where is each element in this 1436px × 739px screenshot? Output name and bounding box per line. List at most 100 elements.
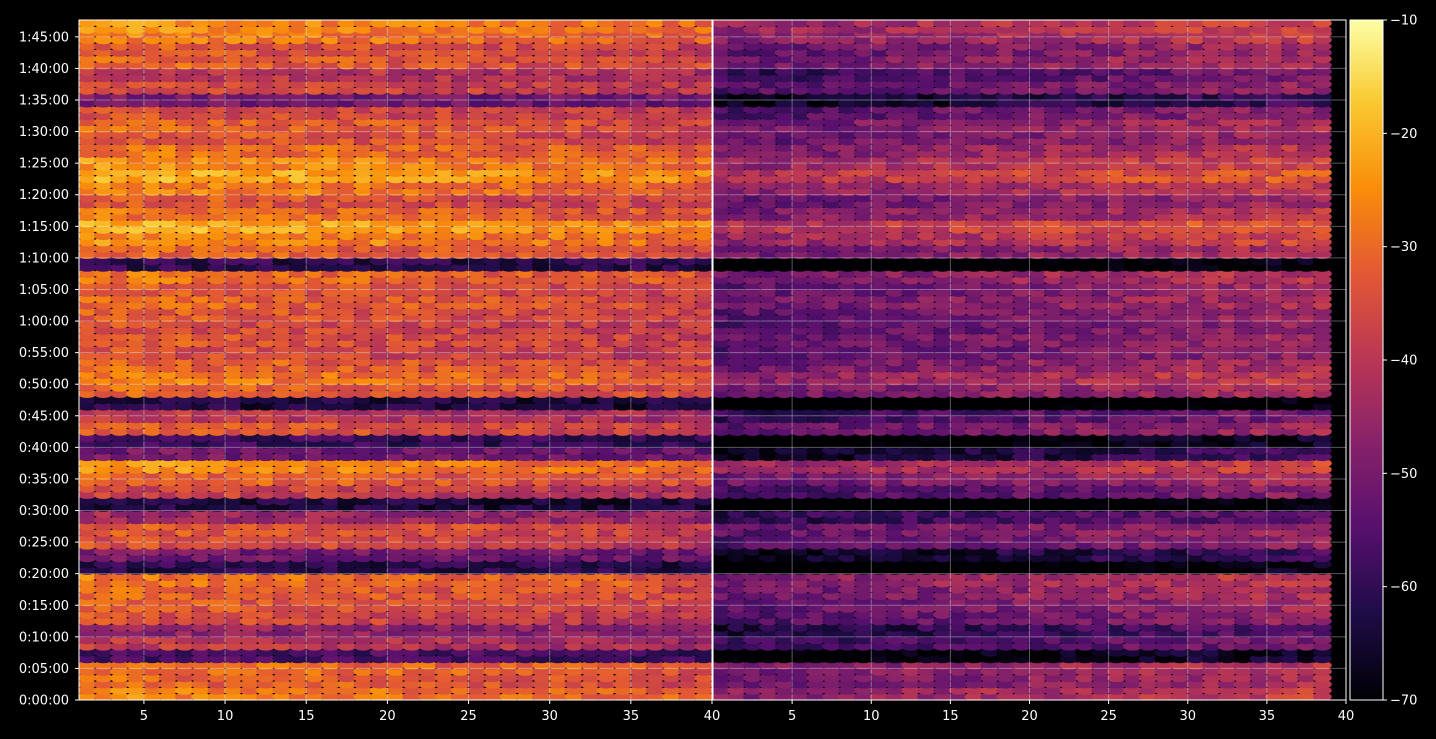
heatmap-cell (79, 534, 97, 544)
heatmap-cell (885, 604, 905, 613)
heatmap-cell (158, 20, 178, 28)
heatmap-cell (256, 566, 276, 575)
heatmap-cell (256, 421, 276, 430)
heatmap-cell (191, 484, 211, 493)
heatmap-cell (450, 117, 470, 127)
heatmap-cell (1138, 578, 1158, 588)
heatmap-cell (629, 376, 649, 386)
heatmap-cell (645, 212, 665, 222)
heatmap-cell (142, 528, 162, 537)
heatmap-cell (256, 92, 276, 102)
heatmap-cell (158, 25, 178, 34)
heatmap-cell (661, 661, 681, 670)
heatmap-cell (532, 616, 552, 626)
heatmap-cell (564, 105, 584, 114)
heatmap-cell (369, 667, 389, 676)
heatmap-cell (239, 408, 259, 417)
heatmap-cell (402, 231, 422, 241)
heatmap-cell (483, 168, 503, 177)
heatmap-cell (126, 79, 146, 89)
heatmap-cell (207, 86, 227, 95)
heatmap-cell (93, 623, 113, 632)
heatmap-cell (386, 686, 405, 695)
heatmap-cell (917, 604, 937, 613)
heatmap-cell (288, 541, 308, 550)
heatmap-cell (661, 402, 681, 411)
heatmap-cell (93, 433, 113, 443)
heatmap-cell (1122, 578, 1142, 588)
heatmap-cell (838, 686, 857, 695)
heatmap-cell (613, 193, 633, 203)
heatmap-cell (564, 199, 584, 209)
heatmap-cell (191, 73, 211, 83)
heatmap-cell (369, 629, 389, 638)
heatmap-cell (548, 73, 568, 83)
heatmap-cell (402, 301, 422, 310)
heatmap-cell (386, 496, 405, 506)
heatmap-cell (678, 319, 698, 329)
heatmap-cell (564, 673, 584, 683)
heatmap-cell (580, 313, 600, 323)
heatmap-cell (450, 654, 470, 664)
heatmap-cell (964, 623, 984, 632)
heatmap-cell (613, 244, 633, 253)
heatmap-cell (629, 244, 649, 253)
heatmap-cell (110, 578, 130, 588)
heatmap-cell (321, 301, 341, 310)
heatmap-cell (1170, 610, 1190, 619)
heatmap-cell (79, 48, 97, 57)
heatmap-cell (418, 124, 438, 133)
heatmap-cell (597, 496, 616, 506)
heatmap-cell (743, 654, 763, 664)
heatmap-cell (353, 572, 373, 582)
heatmap-cell (191, 338, 211, 348)
heatmap-cell (402, 326, 422, 335)
heatmap-cell (158, 389, 178, 399)
heatmap-cell (515, 73, 535, 83)
heatmap-cell (1091, 585, 1111, 594)
heatmap-cell (532, 319, 552, 329)
heatmap-cell (223, 661, 243, 670)
heatmap-cell (629, 307, 649, 316)
heatmap-cell (948, 667, 968, 676)
heatmap-cell (678, 421, 698, 430)
heatmap-cell (515, 490, 535, 500)
heatmap-cell (418, 282, 438, 291)
heatmap-cell (369, 534, 389, 544)
heatmap-cell (256, 433, 276, 443)
heatmap-cell (597, 86, 616, 95)
heatmap-cell (661, 667, 681, 676)
heatmap-cell (337, 130, 357, 139)
heatmap-cell (288, 162, 308, 171)
heatmap-cell (661, 446, 681, 455)
heatmap-cell (1170, 604, 1190, 613)
heatmap-cell (713, 597, 731, 607)
heatmap-cell (337, 162, 357, 171)
heatmap-cell (79, 541, 97, 550)
heatmap-cell (645, 522, 665, 531)
heatmap-cell (353, 35, 373, 45)
heatmap-cell (191, 635, 211, 645)
heatmap-cell (369, 250, 389, 259)
heatmap-cell (207, 269, 227, 279)
heatmap-cell (901, 648, 921, 657)
heatmap-cell (79, 92, 97, 102)
heatmap-cell (483, 484, 503, 493)
heatmap-cell (321, 642, 341, 651)
heatmap-cell (467, 642, 487, 651)
heatmap-cell (110, 25, 130, 34)
heatmap-panel-left (79, 20, 712, 700)
heatmap-cell (1154, 642, 1174, 651)
heatmap-cell (532, 282, 552, 291)
heatmap-cell (321, 591, 341, 601)
heatmap-cell (613, 648, 633, 657)
heatmap-cell (548, 288, 568, 297)
heatmap-cell (321, 383, 341, 392)
heatmap-cell (142, 654, 162, 664)
heatmap-cell (532, 212, 552, 222)
heatmap-cell (917, 616, 937, 626)
heatmap-cell (532, 35, 552, 45)
heatmap-cell (434, 408, 454, 417)
heatmap-cell (110, 307, 130, 316)
heatmap-cell (713, 585, 731, 594)
